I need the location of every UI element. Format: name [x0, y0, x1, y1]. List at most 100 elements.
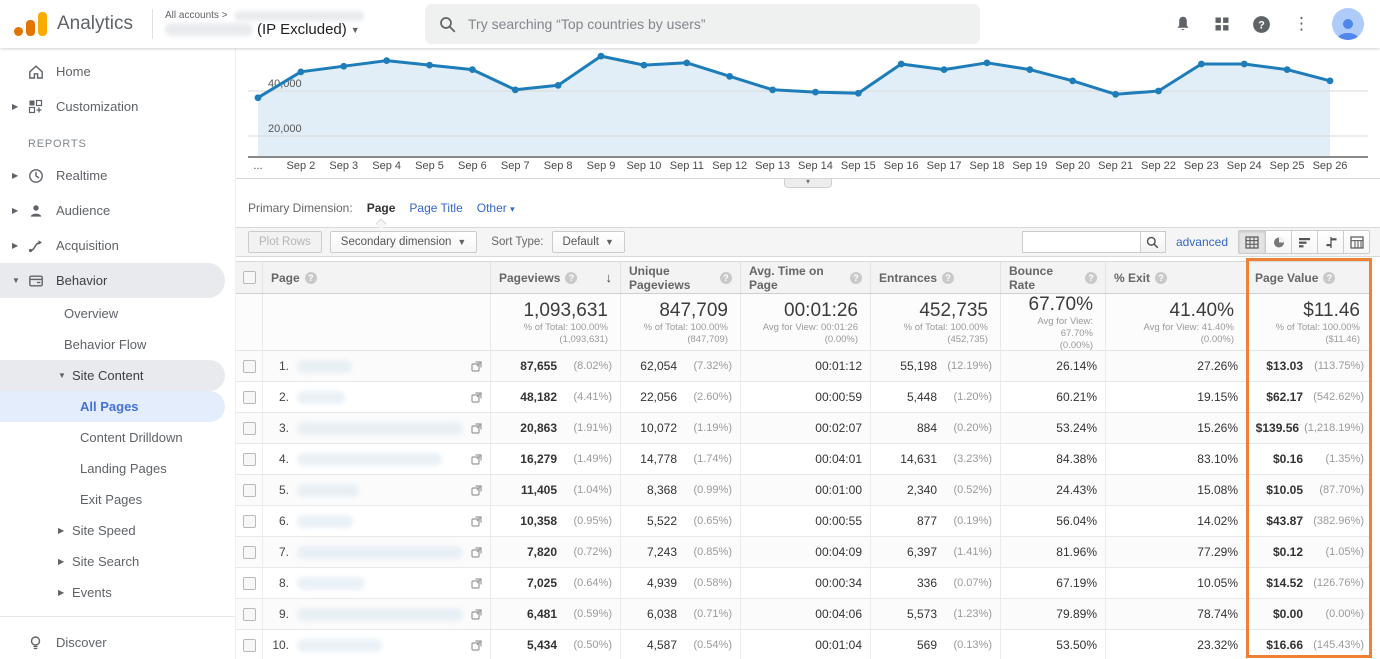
- sidebar-item-discover[interactable]: Discover: [0, 625, 235, 659]
- more-options-icon[interactable]: ⋮: [1293, 14, 1310, 33]
- dimension-page[interactable]: Page: [367, 201, 395, 230]
- open-in-new-icon[interactable]: [471, 360, 482, 372]
- help-icon[interactable]: ?: [850, 271, 862, 284]
- global-search[interactable]: [425, 4, 980, 44]
- pageviews-cell: 87,655 (8.02%): [490, 351, 620, 381]
- x-axis-tick: Sep 25: [1269, 160, 1305, 172]
- sidebar: Home ▶ Customization REPORTS ▶ Realtime …: [0, 48, 236, 659]
- column-header-page-value[interactable]: Page Value?: [1246, 262, 1372, 293]
- column-header-entrances[interactable]: Entrances?: [870, 262, 1000, 293]
- sidebar-item-landing-pages[interactable]: Landing Pages: [80, 461, 167, 476]
- performance-view-icon[interactable]: [1291, 231, 1317, 253]
- apps-grid-icon[interactable]: [1214, 16, 1230, 32]
- row-checkbox[interactable]: [242, 390, 256, 404]
- bounce-rate-cell: 26.14%: [1000, 351, 1105, 381]
- account-switcher[interactable]: All accounts > (IP Excluded) ▼: [165, 10, 395, 38]
- search-input[interactable]: [468, 16, 966, 32]
- sidebar-item-exit-pages[interactable]: Exit Pages: [80, 492, 143, 507]
- percentage-view-icon[interactable]: [1265, 231, 1291, 253]
- row-checkbox[interactable]: [242, 483, 256, 497]
- sidebar-item-audience[interactable]: ▶ Audience: [12, 203, 111, 219]
- row-checkbox[interactable]: [242, 607, 256, 621]
- totals-page-value: $11.46 % of Total: 100.00% ($11.46): [1246, 294, 1372, 352]
- sidebar-item-acquisition[interactable]: ▶ Acquisition: [12, 238, 119, 253]
- advanced-search-link[interactable]: advanced: [1175, 235, 1228, 249]
- dimension-other[interactable]: Other ▾: [476, 201, 515, 215]
- sidebar-item-behavior[interactable]: ▼ Behavior: [0, 263, 225, 298]
- sidebar-item-all-pages[interactable]: All Pages: [0, 391, 225, 422]
- chart-collapse-tab[interactable]: ▾: [784, 178, 832, 188]
- avatar[interactable]: [1332, 8, 1364, 40]
- redacted-page-url: [297, 483, 359, 497]
- open-in-new-icon[interactable]: [471, 391, 482, 403]
- open-in-new-icon[interactable]: [471, 515, 482, 527]
- sort-type-select[interactable]: Default ▼: [551, 231, 625, 253]
- column-header-pct-exit[interactable]: % Exit?: [1105, 262, 1246, 293]
- sidebar-item-realtime[interactable]: ▶ Realtime: [12, 168, 108, 183]
- dimension-page-title[interactable]: Page Title: [409, 201, 463, 215]
- pct-exit-cell: 27.26%: [1105, 351, 1246, 381]
- help-icon[interactable]: ?: [304, 271, 317, 284]
- svg-text:?: ?: [1258, 19, 1265, 31]
- column-header-pageviews[interactable]: Pageviews? ↓: [490, 262, 620, 293]
- sidebar-item-site-search[interactable]: ▶ Site Search: [58, 554, 140, 569]
- breadcrumb: All accounts >: [165, 10, 228, 21]
- row-checkbox[interactable]: [242, 421, 256, 435]
- chart-scroll-strip: ▾: [236, 178, 1380, 188]
- row-checkbox[interactable]: [242, 576, 256, 590]
- sidebar-item-overview[interactable]: Overview: [64, 306, 119, 321]
- sidebar-item-home[interactable]: Home: [0, 54, 235, 89]
- comparison-view-icon[interactable]: [1317, 231, 1343, 253]
- table-search-button[interactable]: [1139, 231, 1166, 253]
- open-in-new-icon[interactable]: [471, 546, 482, 558]
- sidebar-item-events[interactable]: ▶ Events: [58, 585, 112, 600]
- x-axis-tick: ...: [253, 160, 263, 172]
- open-in-new-icon[interactable]: [471, 453, 482, 465]
- table-row: 3. 20,863 (1.91%) 10,072 (1.19%) 00:02:07 …: [236, 413, 1372, 444]
- open-in-new-icon[interactable]: [471, 422, 482, 434]
- entrances-cell: 5,573 (1.23%): [870, 599, 1000, 629]
- column-header-unique-pageviews[interactable]: Unique Pageviews?: [620, 262, 740, 293]
- help-icon[interactable]: ?: [1252, 15, 1271, 34]
- plot-rows-button[interactable]: Plot Rows: [248, 231, 322, 253]
- table-view-icon[interactable]: [1239, 231, 1265, 253]
- chevron-down-icon: ▼: [350, 24, 360, 35]
- person-icon: [28, 203, 46, 219]
- totals-unique-pageviews: 847,709 % of Total: 100.00% (847,709): [620, 294, 740, 352]
- chevron-down-icon: ▼: [457, 237, 467, 247]
- pageviews-chart: 40,000 20,000 ... Sep 2 Sep 3 Sep 4 Sep 5 Sep …: [236, 48, 1380, 196]
- help-icon[interactable]: ?: [720, 271, 732, 284]
- open-in-new-icon[interactable]: [471, 639, 482, 651]
- sidebar-item-customization[interactable]: ▶ Customization: [12, 99, 139, 114]
- open-in-new-icon[interactable]: [471, 577, 482, 589]
- help-icon[interactable]: ?: [942, 271, 955, 284]
- row-checkbox[interactable]: [242, 545, 256, 559]
- row-checkbox[interactable]: [242, 514, 256, 528]
- x-axis-tick: Sep 2: [286, 160, 316, 172]
- row-checkbox[interactable]: [242, 452, 256, 466]
- secondary-dimension-button[interactable]: Secondary dimension ▼: [329, 231, 478, 253]
- pivot-view-icon[interactable]: [1343, 231, 1369, 253]
- sidebar-item-site-content[interactable]: ▼ Site Content: [0, 360, 225, 391]
- column-header-page[interactable]: Page?: [262, 262, 490, 293]
- row-checkbox[interactable]: [242, 638, 256, 652]
- column-header-bounce-rate[interactable]: Bounce Rate?: [1000, 262, 1105, 293]
- row-checkbox[interactable]: [242, 359, 256, 373]
- open-in-new-icon[interactable]: [471, 484, 482, 496]
- app-header: Analytics All accounts > (IP Excluded) ▼…: [0, 0, 1380, 48]
- table-search-input[interactable]: [1021, 231, 1140, 253]
- column-header-avg-time[interactable]: Avg. Time on Page?: [740, 262, 870, 293]
- sidebar-item-behavior-flow[interactable]: Behavior Flow: [64, 337, 147, 352]
- notifications-bell-icon[interactable]: [1174, 15, 1192, 34]
- open-in-new-icon[interactable]: [471, 608, 482, 620]
- help-icon[interactable]: ?: [1085, 271, 1097, 284]
- sidebar-item-content-drilldown[interactable]: Content Drilldown: [80, 430, 183, 445]
- help-icon[interactable]: ?: [565, 271, 578, 284]
- help-icon[interactable]: ?: [1155, 271, 1168, 284]
- page-value-cell: $0.12 (1.05%): [1246, 537, 1372, 567]
- help-icon[interactable]: ?: [1323, 271, 1336, 284]
- select-all-checkbox[interactable]: [242, 271, 256, 284]
- logo-section[interactable]: Analytics: [0, 12, 150, 36]
- sidebar-item-site-speed[interactable]: ▶ Site Speed: [58, 523, 136, 538]
